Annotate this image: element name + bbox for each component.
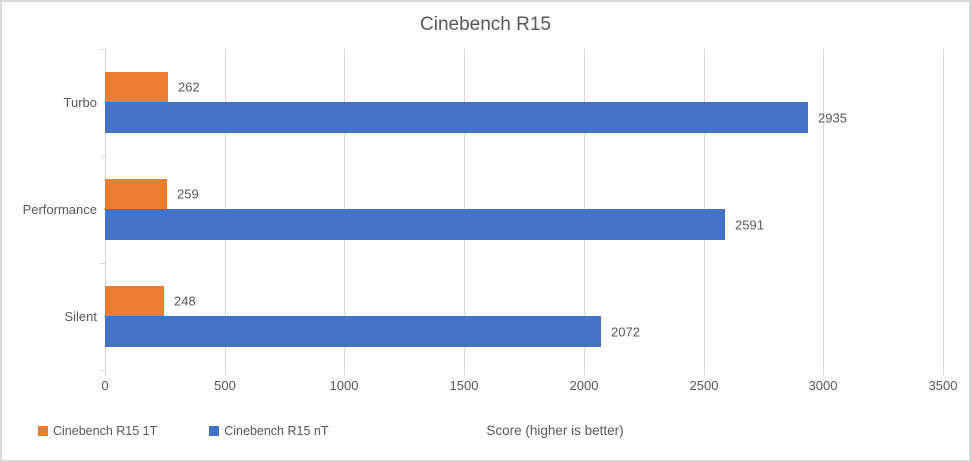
data-label: 2935	[818, 110, 847, 126]
legend: Cinebench R15 1T Cinebench R15 nT	[38, 422, 328, 440]
category-axis-tick-mark	[100, 49, 105, 50]
category-axis-tick-mark	[100, 263, 105, 264]
category-label: Performance	[22, 202, 97, 217]
value-axis-tick-label: 1500	[449, 378, 479, 393]
value-axis-tick-labels: 0 500 1000 1500 2000 2500 3000 3500	[101, 378, 957, 396]
legend-marker-icon	[38, 426, 48, 436]
category-axis-tick-mark	[100, 370, 105, 371]
legend-label: Cinebench R15 1T	[53, 424, 158, 438]
bar-cinebench-r15-1t	[105, 72, 168, 102]
value-axis-tick-label: 0	[101, 378, 109, 393]
category-label: Turbo	[63, 95, 97, 110]
legend-item: Cinebench R15 nT	[209, 424, 328, 438]
value-axis-tick-label: 500	[214, 378, 236, 393]
data-label: 2591	[735, 217, 764, 233]
legend-item: Cinebench R15 1T	[38, 424, 157, 438]
value-axis-tick-mark	[225, 370, 226, 375]
bar-cinebench-r15-nt	[105, 316, 601, 347]
legend-label: Cinebench R15 nT	[224, 424, 329, 438]
value-axis-tick-label: 1000	[329, 378, 359, 393]
category-label: Silent	[64, 309, 97, 324]
category-axis-tick-mark	[100, 156, 105, 157]
plot-area: 262 2935 259 2591 248 2072	[100, 49, 944, 375]
gridline	[823, 49, 824, 370]
data-label: 259	[177, 186, 199, 202]
chart-title: Cinebench R15	[420, 14, 551, 35]
category-axis-labels: Turbo Performance Silent	[2, 49, 97, 370]
x-axis-title: Score (higher is better)	[486, 423, 624, 438]
value-axis-tick-label: 3500	[928, 378, 958, 393]
value-axis-tick-mark	[464, 370, 465, 375]
data-label: 2072	[611, 324, 640, 340]
gridline	[943, 49, 944, 370]
value-axis-tick-mark	[344, 370, 345, 375]
value-axis-tick-mark	[823, 370, 824, 375]
value-axis-tick-mark	[584, 370, 585, 375]
value-axis-tick-label: 2500	[689, 378, 719, 393]
bar-cinebench-r15-1t	[105, 286, 164, 316]
bar-cinebench-r15-nt	[105, 102, 808, 133]
bar-cinebench-r15-1t	[105, 179, 167, 209]
bar-cinebench-r15-nt	[105, 209, 725, 240]
value-axis-tick-mark	[105, 370, 106, 375]
value-axis-tick-mark	[704, 370, 705, 375]
value-axis-tick-label: 2000	[569, 378, 599, 393]
legend-marker-icon	[209, 426, 220, 436]
value-axis-tick-label: 3000	[808, 378, 838, 393]
data-label: 248	[174, 293, 196, 309]
value-axis-tick-mark	[943, 370, 944, 375]
data-label: 262	[178, 79, 200, 95]
